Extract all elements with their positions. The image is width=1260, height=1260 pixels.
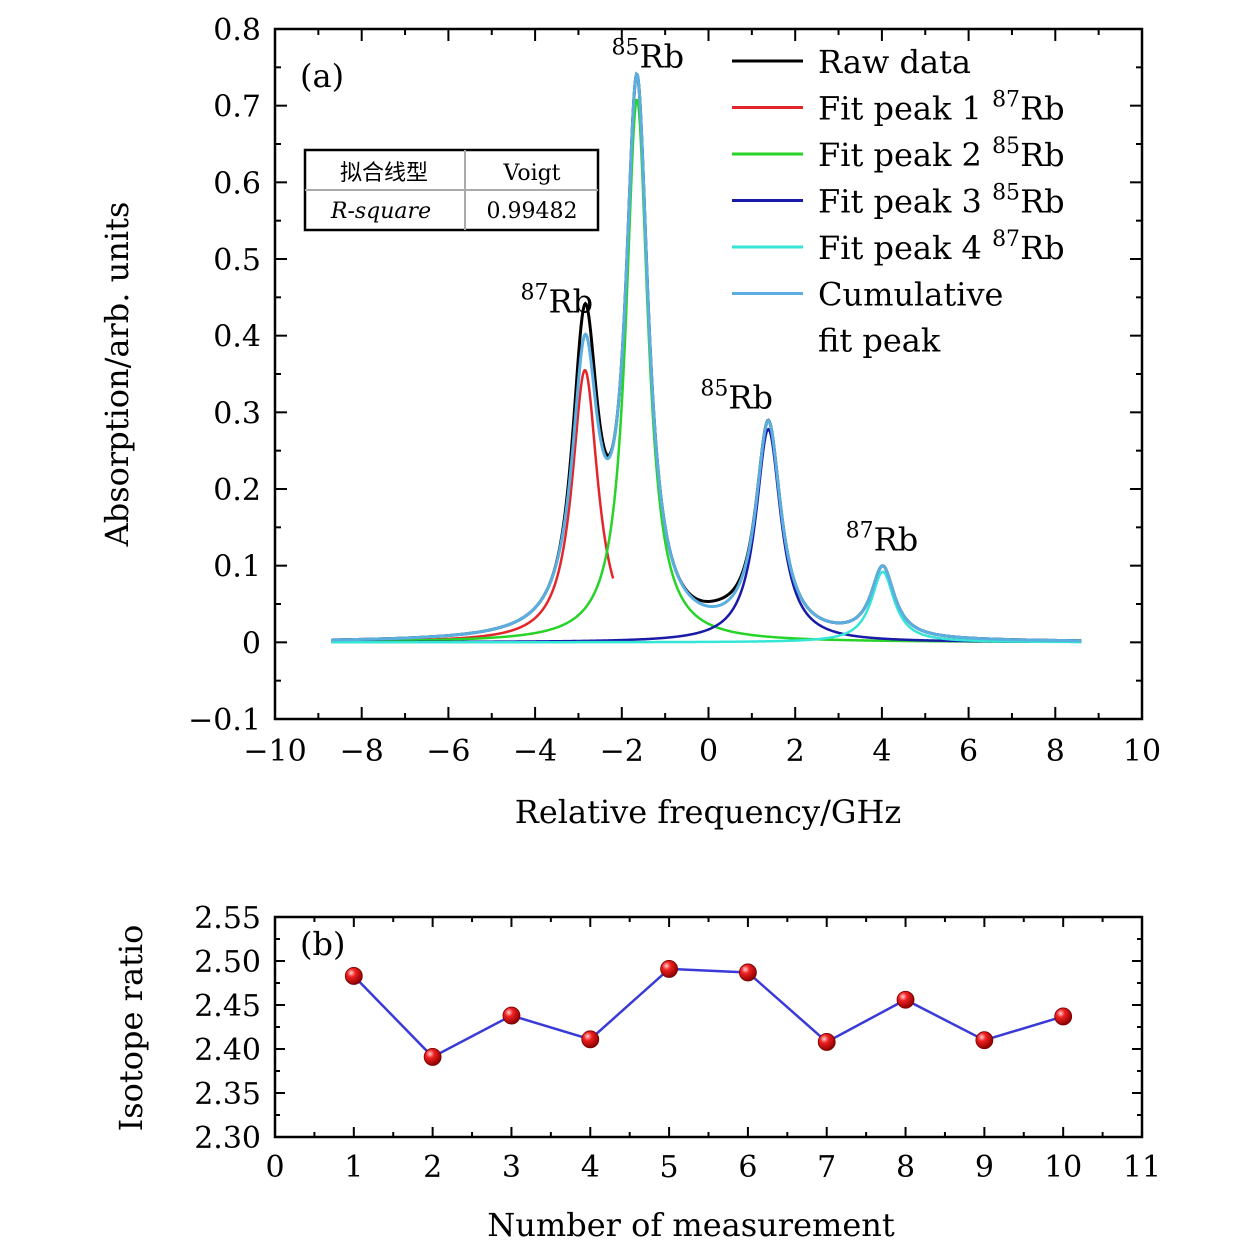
panel-b: 0 1 2 3 4 5 6 7 8 9 10 11 2.30 2.35 2.40 2.45 2.50 2.55 (… — [112, 901, 1161, 1244]
fit-peak-3-line — [331, 427, 1082, 644]
b-x-tick-label: 2 — [423, 1150, 442, 1185]
a-curves — [331, 71, 1082, 644]
b-y-tick-label: 2.35 — [194, 1077, 261, 1112]
a-y-tick-label: 0.2 — [213, 473, 261, 508]
panel-a: −10 −8 −6 −4 −2 0 2 4 6 8 10 −0.1 0 0.1 0.2 0.3 0.4 0.5 0.… — [98, 13, 1161, 831]
a-annotations: 87Rb 85Rb 85Rb 87Rb — [520, 35, 918, 558]
panel-a-label: (a) — [300, 57, 344, 95]
legend-entry-label: fit peak — [818, 322, 941, 360]
b-x-axis-title: Number of measurement — [487, 1206, 895, 1244]
a-y-tick-label: 0 — [242, 626, 261, 661]
fit-table-rsquare-value: 0.99482 — [487, 199, 578, 224]
legend-entry-label: Raw data — [818, 43, 971, 81]
b-y-tick-label: 2.30 — [194, 1121, 261, 1156]
isotope-ratio-point — [739, 963, 757, 982]
b-x-tick-label: 8 — [896, 1150, 915, 1185]
legend-entry-label: Fit peak 1 87Rb — [818, 88, 1065, 128]
b-x-tick-label: 6 — [738, 1150, 757, 1185]
a-x-tick-label: 8 — [1046, 734, 1065, 769]
isotope-ratio-point — [975, 1031, 994, 1050]
a-x-axis-title: Relative frequency/GHz — [515, 793, 901, 831]
isotope-ratio-point — [344, 967, 363, 985]
a-plot-frame — [273, 27, 1144, 721]
a-x-tick-label: −2 — [600, 734, 644, 769]
b-x-tick-label: 1 — [344, 1150, 363, 1185]
a-y-tick-label: 0.6 — [213, 166, 261, 201]
b-x-tick-label: 11 — [1123, 1150, 1161, 1185]
a-x-tick-label: 2 — [786, 734, 805, 769]
isotope-ratio-point — [817, 1033, 836, 1051]
isotope-ratio-point — [423, 1048, 442, 1066]
a-x-tick-label: 0 — [699, 734, 718, 769]
isotope-ratio-point — [581, 1030, 600, 1049]
a-x-tick-label: 4 — [872, 734, 891, 769]
fit-peak-1-line — [331, 369, 615, 643]
a-x-tick-label: 10 — [1123, 734, 1161, 769]
peak-annotation: 87Rb — [520, 281, 593, 321]
a-x-tick-label: −4 — [513, 734, 557, 769]
b-x-tick-label: 7 — [817, 1150, 836, 1185]
b-y-tick-label: 2.45 — [194, 989, 261, 1024]
legend-entry-label: Fit peak 2 85Rb — [818, 134, 1065, 174]
isotope-ratio-point — [660, 960, 678, 978]
b-x-tick-label: 10 — [1044, 1150, 1082, 1185]
b-x-tick-label: 9 — [975, 1150, 994, 1185]
peak-annotation: 85Rb — [700, 377, 773, 417]
b-y-tick-label: 2.55 — [194, 901, 261, 936]
fit-info-table: 拟合线型 Voigt R-square 0.99482 — [303, 148, 600, 232]
b-y-tick-label: 2.40 — [194, 1033, 261, 1068]
fit-peak-4-line — [331, 570, 1082, 644]
b-x-tick-label: 4 — [581, 1150, 600, 1185]
b-axes: 0 1 2 3 4 5 6 7 8 9 10 11 2.30 2.35 2.40 2.45 2.50 2.55 — [194, 901, 1161, 1185]
isotope-ratio-point — [1054, 1007, 1073, 1026]
isotope-ratio-point — [896, 990, 915, 1009]
a-y-tick-label: 0.1 — [213, 550, 261, 585]
legend-entry-label: Cumulative — [818, 276, 1003, 314]
b-x-tick-label: 0 — [265, 1150, 284, 1185]
legend-entry-label: Fit peak 3 85Rb — [818, 181, 1065, 221]
a-y-tick-label: 0.7 — [213, 90, 261, 125]
b-y-tick-label: 2.50 — [194, 945, 261, 980]
a-y-tick-label: 0.8 — [213, 13, 261, 48]
a-y-tick-label: −0.1 — [188, 703, 261, 738]
a-y-tick-label: 0.3 — [213, 396, 261, 431]
isotope-ratio-point — [502, 1006, 521, 1025]
a-y-tick-label: 0.4 — [213, 320, 261, 355]
a-y-axis-title: Absorption/arb. units — [98, 202, 136, 548]
peak-annotation: 87Rb — [846, 518, 919, 558]
isotope-ratio-line — [352, 967, 1064, 1059]
legend: Raw data Fit peak 1 87Rb Fit peak 2 85Rb Fi… — [732, 43, 1065, 360]
fit-table-rsquare-label: R-square — [330, 199, 431, 224]
peak-annotation: 85Rb — [612, 35, 685, 75]
cumulative-fit-line — [331, 71, 1082, 643]
fit-table-header-value: Voigt — [502, 161, 560, 186]
a-x-tick-label: −8 — [340, 734, 384, 769]
b-y-axis-title: Isotope ratio — [112, 925, 150, 1132]
a-x-tick-label: −10 — [243, 734, 306, 769]
a-axes: −10 −8 −6 −4 −2 0 2 4 6 8 10 −0.1 0 0.1 0.2 0.3 0.4 0.5 0.… — [188, 13, 1161, 769]
a-x-tick-label: 6 — [959, 734, 978, 769]
a-x-tick-label: −6 — [426, 734, 470, 769]
b-x-tick-label: 5 — [660, 1150, 679, 1185]
b-series — [344, 960, 1073, 1066]
b-x-tick-label: 3 — [502, 1150, 521, 1185]
fit-table-header-label: 拟合线型 — [340, 161, 428, 186]
panel-b-label: (b) — [300, 925, 345, 963]
a-y-tick-label: 0.5 — [213, 243, 261, 278]
legend-entry-label: Fit peak 4 87Rb — [818, 227, 1065, 267]
